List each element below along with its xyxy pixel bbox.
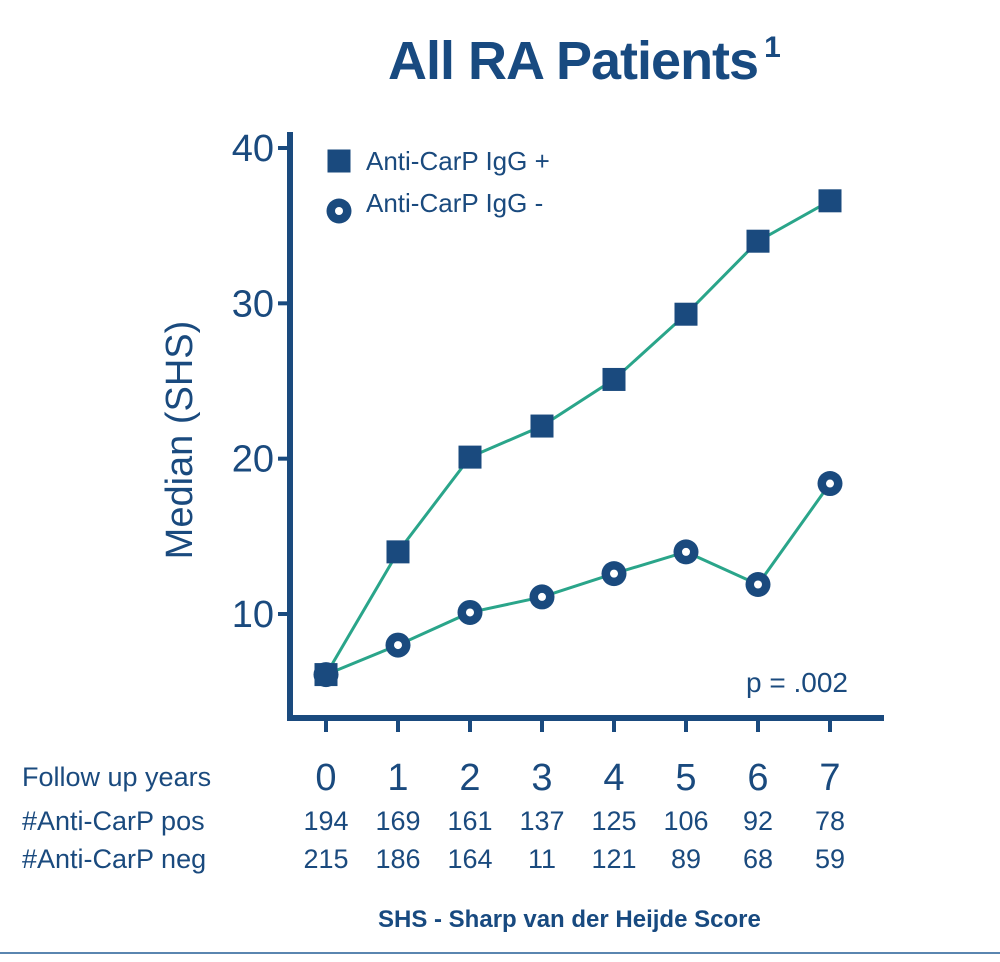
data-point-anticarp-negative	[601, 561, 627, 587]
table-cell: 89	[671, 844, 701, 874]
table-cell: 125	[591, 806, 636, 836]
data-point-anticarp-negative	[457, 599, 483, 625]
table-cell: 186	[375, 844, 420, 874]
table-row-label: #Anti-CarP neg	[22, 844, 206, 874]
x-tick-label: 5	[675, 757, 696, 799]
x-tick-label: 3	[531, 757, 552, 799]
table-row-label: Follow up years	[22, 762, 211, 792]
data-point-anticarp-negative	[745, 571, 771, 597]
title-footnote-marker: 1	[764, 31, 781, 64]
data-point-anticarp-positive	[746, 229, 770, 253]
table-cell: 164	[447, 844, 492, 874]
y-tick-label: 40	[232, 128, 274, 170]
legend-ring-marker	[326, 198, 352, 224]
data-point-anticarp-positive	[386, 540, 410, 564]
data-point-anticarp-positive	[530, 414, 554, 438]
table-cell: 169	[375, 806, 420, 836]
data-point-anticarp-negative	[673, 539, 699, 565]
data-point-anticarp-negative	[817, 471, 843, 497]
legend-label-positive: Anti-CarP IgG +	[366, 146, 550, 176]
data-point-anticarp-positive	[602, 367, 626, 391]
x-tick-label: 2	[459, 757, 480, 799]
data-point-anticarp-positive	[314, 663, 338, 687]
table-cell: 92	[743, 806, 773, 836]
legend-label-negative: Anti-CarP IgG -	[366, 188, 543, 218]
bottom-divider	[0, 952, 1000, 954]
data-point-anticarp-negative	[529, 584, 555, 610]
y-tick-label: 30	[232, 283, 274, 325]
data-point-anticarp-positive	[674, 302, 698, 326]
y-tick-label: 20	[232, 439, 274, 481]
table-cell: 121	[591, 844, 636, 874]
y-axis-label: Median (SHS)	[159, 321, 201, 560]
x-tick-label: 6	[747, 757, 768, 799]
table-cell: 78	[815, 806, 845, 836]
chart-title: All RA Patients 1	[388, 31, 781, 91]
table-cell: 161	[447, 806, 492, 836]
x-tick-label: 7	[819, 757, 840, 799]
x-tick-label: 4	[603, 757, 624, 799]
table-cell: 11	[528, 844, 556, 874]
table-cell: 194	[303, 806, 348, 836]
data-point-anticarp-positive	[818, 189, 842, 213]
table-cell: 59	[815, 844, 845, 874]
x-tick-label: 1	[387, 757, 408, 799]
table-cell: 106	[663, 806, 708, 836]
table-cell: 137	[519, 806, 564, 836]
y-tick-label: 10	[232, 594, 274, 636]
p-value-annotation: p = .002	[746, 667, 848, 698]
data-point-anticarp-positive	[458, 445, 482, 469]
series-line-positive	[324, 199, 831, 676]
data-point-anticarp-negative	[385, 632, 411, 658]
footnote: SHS - Sharp van der Heijde Score	[378, 906, 761, 933]
legend-square-marker	[327, 149, 351, 173]
table-cell: 68	[743, 844, 773, 874]
table-cell: 215	[303, 844, 348, 874]
series-line-negative	[325, 482, 832, 676]
table-row-label: #Anti-CarP pos	[22, 806, 205, 836]
x-tick-label: 0	[315, 757, 336, 799]
